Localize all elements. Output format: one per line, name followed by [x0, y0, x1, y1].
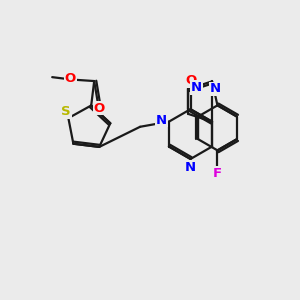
Text: N: N	[185, 160, 196, 174]
Text: S: S	[61, 105, 71, 118]
Text: F: F	[213, 167, 222, 180]
Text: N: N	[156, 114, 167, 127]
Text: N: N	[209, 82, 220, 95]
Text: O: O	[185, 74, 196, 87]
Text: N: N	[191, 81, 202, 94]
Text: O: O	[64, 71, 76, 85]
Text: O: O	[94, 101, 105, 115]
